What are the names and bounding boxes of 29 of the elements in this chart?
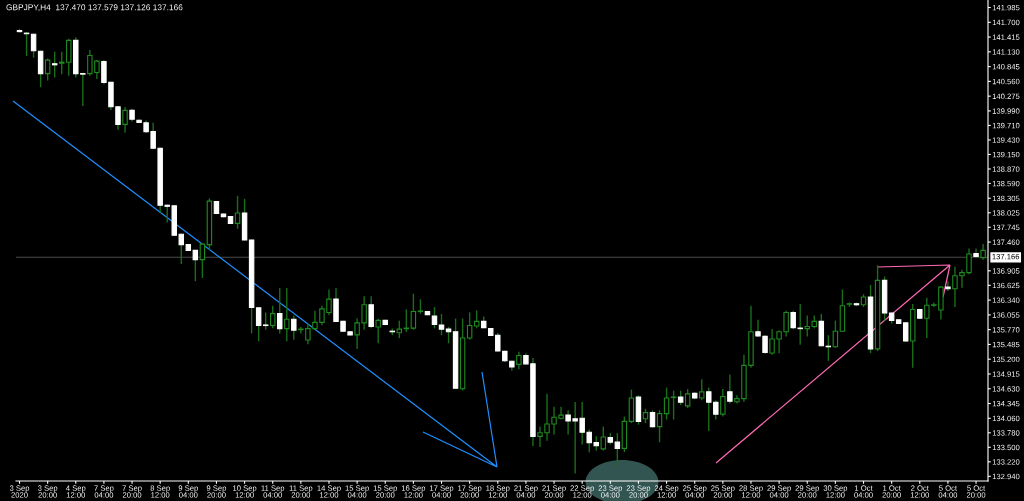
candlestick bbox=[277, 288, 283, 334]
candlestick bbox=[727, 374, 733, 404]
candlestick bbox=[438, 313, 445, 336]
candlestick bbox=[656, 410, 663, 443]
candlestick bbox=[600, 426, 607, 451]
candlestick bbox=[628, 389, 635, 424]
candlestick bbox=[466, 312, 473, 340]
candlestick bbox=[291, 315, 297, 340]
candlestick bbox=[375, 318, 381, 344]
candlestick bbox=[284, 288, 290, 342]
candlestick bbox=[199, 243, 206, 278]
candlestick bbox=[410, 293, 417, 330]
candlestick bbox=[699, 379, 705, 401]
candlestick bbox=[234, 195, 241, 229]
candlestick bbox=[670, 390, 677, 420]
candlestick bbox=[945, 281, 951, 291]
candlestick bbox=[37, 50, 44, 88]
candlestick bbox=[368, 296, 374, 329]
candlestick bbox=[51, 51, 58, 78]
candlestick bbox=[720, 389, 726, 417]
candlestick bbox=[663, 387, 670, 420]
candlestick bbox=[431, 307, 438, 329]
candlestick bbox=[255, 307, 262, 342]
candlestick bbox=[122, 107, 128, 133]
candlestick bbox=[403, 309, 410, 332]
candlestick bbox=[44, 58, 51, 81]
chart-title: GBPJPY,H4 137.470 137.579 137.126 137.166 bbox=[6, 4, 183, 12]
candlestick bbox=[614, 433, 621, 468]
candlestick bbox=[269, 305, 276, 329]
